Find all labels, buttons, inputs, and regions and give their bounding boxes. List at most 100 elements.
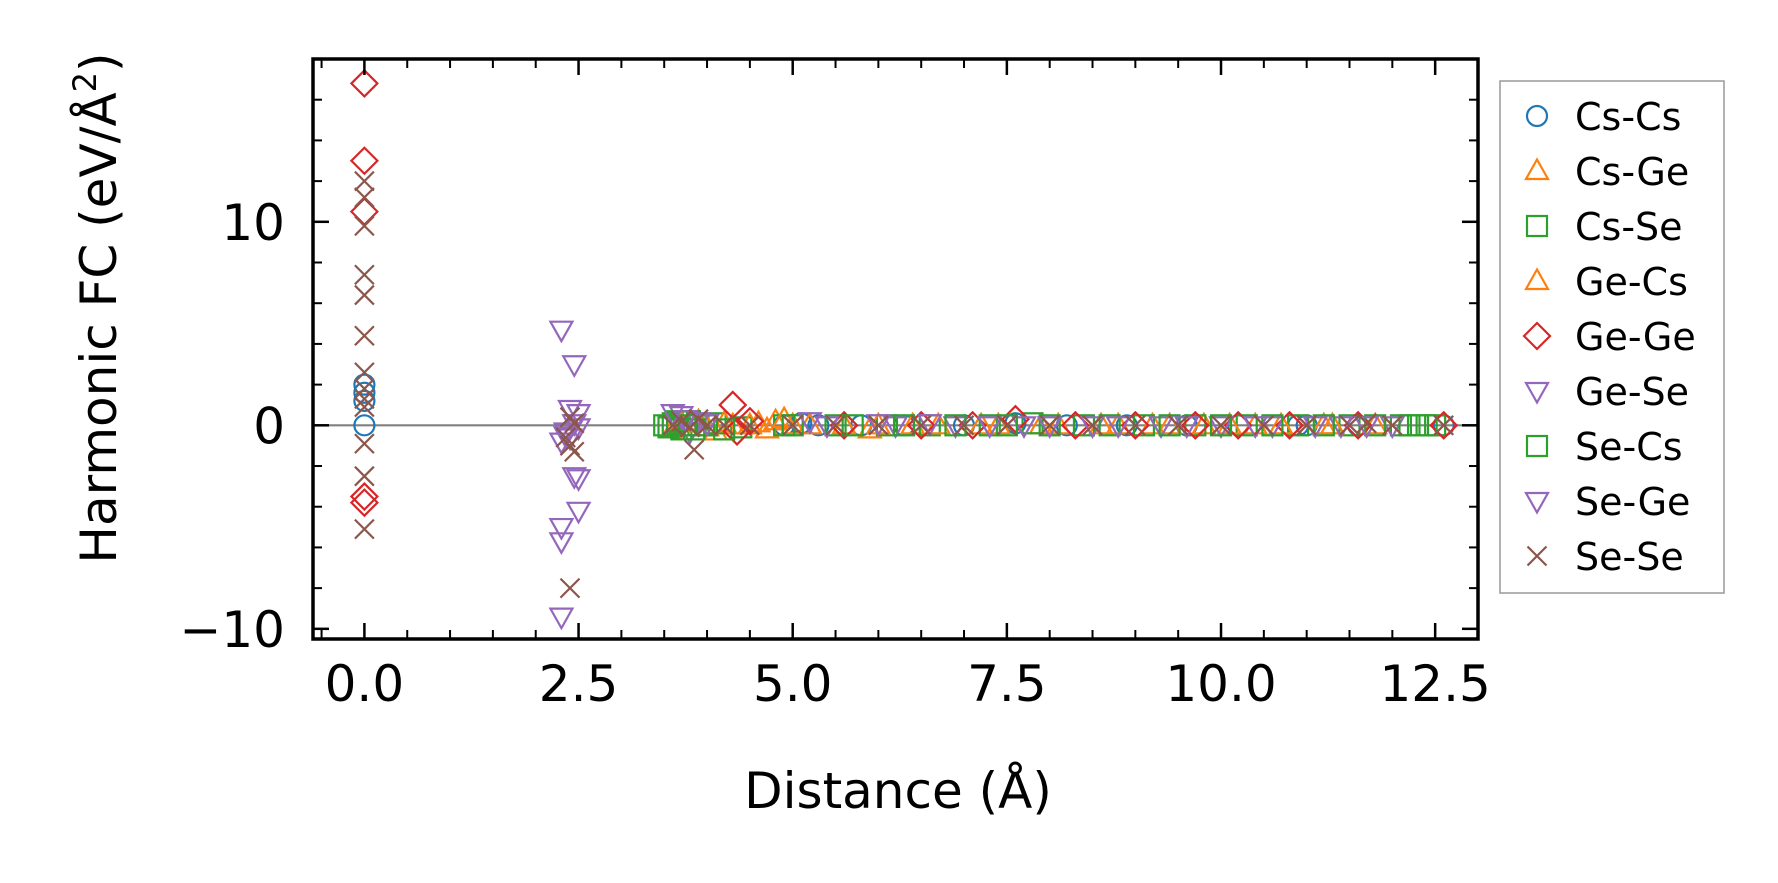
point-se-se xyxy=(559,435,581,456)
point-se-ge xyxy=(1036,416,1063,440)
point-se-se xyxy=(782,415,803,436)
point-se-se xyxy=(559,577,581,599)
point-se-cs xyxy=(1098,414,1121,437)
point-ge-se xyxy=(561,467,588,490)
legend-label: Cs-Ge xyxy=(1575,150,1689,194)
point-se-se xyxy=(739,415,761,436)
point-cs-cs xyxy=(353,389,376,412)
point-cs-ge xyxy=(968,411,995,435)
point-se-se xyxy=(1339,415,1360,436)
point-ge-ge xyxy=(349,68,379,98)
point-ge-se xyxy=(882,416,909,440)
point-ge-se xyxy=(548,517,575,541)
point-se-se xyxy=(825,415,846,436)
legend-marker-cs-ge xyxy=(1524,157,1550,181)
point-se-se xyxy=(354,518,375,540)
point-ge-se xyxy=(548,320,575,344)
point-ge-ge xyxy=(1429,410,1459,440)
point-se-se xyxy=(354,215,375,237)
point-se-se xyxy=(910,415,932,436)
y-tick-label: 10 xyxy=(221,194,285,252)
point-se-se xyxy=(563,413,585,434)
point-se-cs xyxy=(841,414,864,437)
point-se-se xyxy=(1296,415,1317,436)
point-ge-se xyxy=(548,532,575,556)
point-ge-se xyxy=(561,355,588,379)
point-ge-se xyxy=(1379,416,1406,440)
point-se-se xyxy=(1210,415,1232,436)
x-tick-label: 12.5 xyxy=(1380,655,1491,713)
point-cs-ge xyxy=(1190,411,1217,435)
point-ge-ge xyxy=(906,410,936,440)
point-se-se xyxy=(354,362,375,383)
point-se-ge xyxy=(865,414,892,438)
legend-marker-se-se xyxy=(1526,545,1548,567)
point-cs-cs xyxy=(353,414,376,437)
point-se-se xyxy=(559,406,581,428)
point-cs-ge xyxy=(762,407,789,431)
plot-area: 0.0 2.5 5.0 7.5 10.0 12.5 −10 0 10 xyxy=(179,57,1491,713)
point-se-se xyxy=(1253,415,1275,436)
point-se-se xyxy=(996,415,1018,436)
legend-label: Ge-Cs xyxy=(1575,260,1688,304)
legend-marker-ge-cs xyxy=(1524,267,1550,291)
point-se-se xyxy=(868,415,889,436)
y-tick-label: −10 xyxy=(179,601,285,659)
point-se-cs xyxy=(892,414,916,437)
legend-marker-ge-ge xyxy=(1522,321,1552,351)
point-se-se xyxy=(354,388,375,410)
point-se-se xyxy=(1167,415,1189,436)
point-se-cs xyxy=(674,414,697,437)
legend-label: Se-Cs xyxy=(1575,425,1683,469)
point-cs-cs xyxy=(353,381,376,404)
point-cs-cs xyxy=(807,414,830,437)
point-ge-ge xyxy=(349,146,379,176)
point-se-se xyxy=(354,264,375,285)
data-points xyxy=(349,68,1459,631)
point-se-se xyxy=(354,187,375,208)
legend-label: Se-Se xyxy=(1575,535,1684,579)
point-se-cs xyxy=(781,414,804,437)
point-ge-cs xyxy=(1319,411,1346,435)
legend-label: Cs-Cs xyxy=(1575,95,1681,139)
point-ge-se xyxy=(548,607,575,631)
point-ge-se xyxy=(565,501,592,525)
point-se-ge xyxy=(1353,416,1380,440)
point-se-se xyxy=(354,284,375,306)
point-ge-se xyxy=(565,469,592,492)
axes-frame xyxy=(311,57,1480,641)
point-ge-ge xyxy=(349,481,379,512)
legend-box xyxy=(1499,80,1725,594)
point-cs-ge xyxy=(779,411,806,435)
point-se-se xyxy=(953,415,975,436)
point-se-se xyxy=(683,439,705,461)
point-se-se xyxy=(688,408,709,430)
x-tick-label: 10.0 xyxy=(1165,655,1276,713)
legend-label: Ge-Se xyxy=(1575,370,1689,414)
legend-items: Cs-Cs Cs-Ge Cs-Se Ge-Cs Ge-Ge Ge-Se Se-Cs Se-Ge… xyxy=(1522,95,1696,579)
y-axis-title-superscript: 2 xyxy=(66,72,104,92)
x-tick-label: 0.0 xyxy=(325,655,405,713)
y-axis-title: Harmonic FC (eV/Å2) xyxy=(66,52,128,563)
point-se-cs xyxy=(1398,414,1421,437)
point-se-cs xyxy=(1415,414,1438,437)
point-ge-ge xyxy=(349,488,379,518)
point-ge-se xyxy=(1208,416,1234,440)
y-axis-title-close: ) xyxy=(70,52,128,72)
x-tick-label: 2.5 xyxy=(539,655,619,713)
legend-marker-se-ge xyxy=(1524,491,1550,515)
legend-label: Ge-Ge xyxy=(1575,315,1696,359)
axis-ticks: 0.0 2.5 5.0 7.5 10.0 12.5 −10 0 10 xyxy=(179,58,1491,713)
point-se-cs xyxy=(713,418,736,441)
point-ge-se xyxy=(1011,416,1037,440)
x-axis-title-group: Distance (Å) xyxy=(744,762,1052,820)
legend-label: Se-Ge xyxy=(1575,480,1690,524)
point-se-se xyxy=(354,325,375,347)
y-axis-title-main: Harmonic FC (eV/Å xyxy=(70,92,128,563)
point-se-ge xyxy=(976,416,1003,440)
point-se-se xyxy=(1082,415,1103,436)
point-cs-se xyxy=(1184,414,1207,437)
point-se-se xyxy=(563,441,585,463)
point-se-se xyxy=(1125,415,1146,436)
